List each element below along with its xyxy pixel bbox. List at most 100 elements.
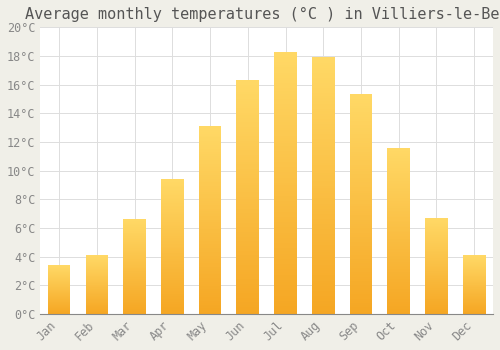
Bar: [388, 262, 410, 264]
Bar: [312, 155, 334, 158]
Bar: [425, 264, 448, 265]
Bar: [199, 250, 222, 252]
Bar: [124, 308, 146, 309]
Bar: [161, 195, 184, 197]
Bar: [425, 295, 448, 296]
Bar: [388, 214, 410, 216]
Bar: [161, 244, 184, 245]
Bar: [274, 269, 297, 272]
Bar: [388, 299, 410, 301]
Bar: [388, 310, 410, 312]
Bar: [274, 280, 297, 282]
Bar: [388, 284, 410, 286]
Bar: [312, 265, 334, 268]
Bar: [86, 299, 108, 300]
Bar: [388, 239, 410, 241]
Bar: [124, 282, 146, 284]
Bar: [124, 269, 146, 271]
Bar: [161, 179, 184, 181]
Bar: [199, 233, 222, 235]
Bar: [274, 107, 297, 109]
Bar: [236, 195, 259, 197]
Bar: [312, 80, 334, 83]
Bar: [425, 223, 448, 224]
Bar: [350, 270, 372, 272]
Bar: [312, 198, 334, 201]
Bar: [388, 224, 410, 226]
Bar: [274, 206, 297, 209]
Bar: [48, 308, 70, 309]
Bar: [388, 196, 410, 197]
Bar: [86, 303, 108, 304]
Bar: [388, 302, 410, 304]
Bar: [86, 275, 108, 276]
Bar: [274, 62, 297, 65]
Bar: [312, 288, 334, 291]
Bar: [312, 78, 334, 80]
Bar: [124, 275, 146, 276]
Bar: [86, 270, 108, 271]
Bar: [86, 262, 108, 263]
Bar: [388, 194, 410, 196]
Bar: [199, 141, 222, 143]
Bar: [199, 302, 222, 304]
Bar: [274, 272, 297, 274]
Bar: [388, 220, 410, 223]
Bar: [463, 258, 485, 259]
Bar: [425, 233, 448, 234]
Bar: [312, 142, 334, 145]
Bar: [86, 263, 108, 264]
Bar: [463, 289, 485, 290]
Bar: [425, 293, 448, 294]
Bar: [274, 246, 297, 248]
Bar: [350, 143, 372, 145]
Bar: [124, 258, 146, 259]
Bar: [312, 309, 334, 311]
Bar: [274, 130, 297, 133]
Bar: [199, 252, 222, 254]
Bar: [124, 236, 146, 237]
Bar: [312, 57, 334, 60]
Bar: [161, 287, 184, 288]
Bar: [274, 57, 297, 60]
Bar: [312, 191, 334, 193]
Bar: [274, 261, 297, 264]
Bar: [86, 282, 108, 283]
Bar: [236, 146, 259, 148]
Bar: [274, 159, 297, 162]
Bar: [124, 288, 146, 289]
Bar: [388, 242, 410, 244]
Bar: [236, 225, 259, 228]
Bar: [388, 264, 410, 266]
Bar: [312, 209, 334, 211]
Bar: [350, 149, 372, 152]
Bar: [274, 232, 297, 235]
Bar: [350, 226, 372, 229]
Bar: [236, 148, 259, 150]
Bar: [388, 166, 410, 168]
Bar: [48, 266, 70, 267]
Bar: [350, 169, 372, 171]
Bar: [388, 219, 410, 221]
Bar: [350, 228, 372, 231]
Bar: [388, 229, 410, 231]
Bar: [161, 207, 184, 209]
Bar: [199, 243, 222, 244]
Bar: [388, 149, 410, 151]
Bar: [236, 241, 259, 244]
Bar: [463, 277, 485, 278]
Bar: [274, 78, 297, 80]
Bar: [86, 302, 108, 303]
Bar: [312, 173, 334, 175]
Bar: [388, 187, 410, 189]
Bar: [86, 289, 108, 290]
Bar: [312, 216, 334, 219]
Bar: [124, 257, 146, 258]
Bar: [463, 305, 485, 306]
Bar: [425, 261, 448, 262]
Bar: [86, 294, 108, 295]
Bar: [124, 230, 146, 231]
Bar: [312, 65, 334, 68]
Bar: [274, 172, 297, 175]
Bar: [199, 173, 222, 175]
